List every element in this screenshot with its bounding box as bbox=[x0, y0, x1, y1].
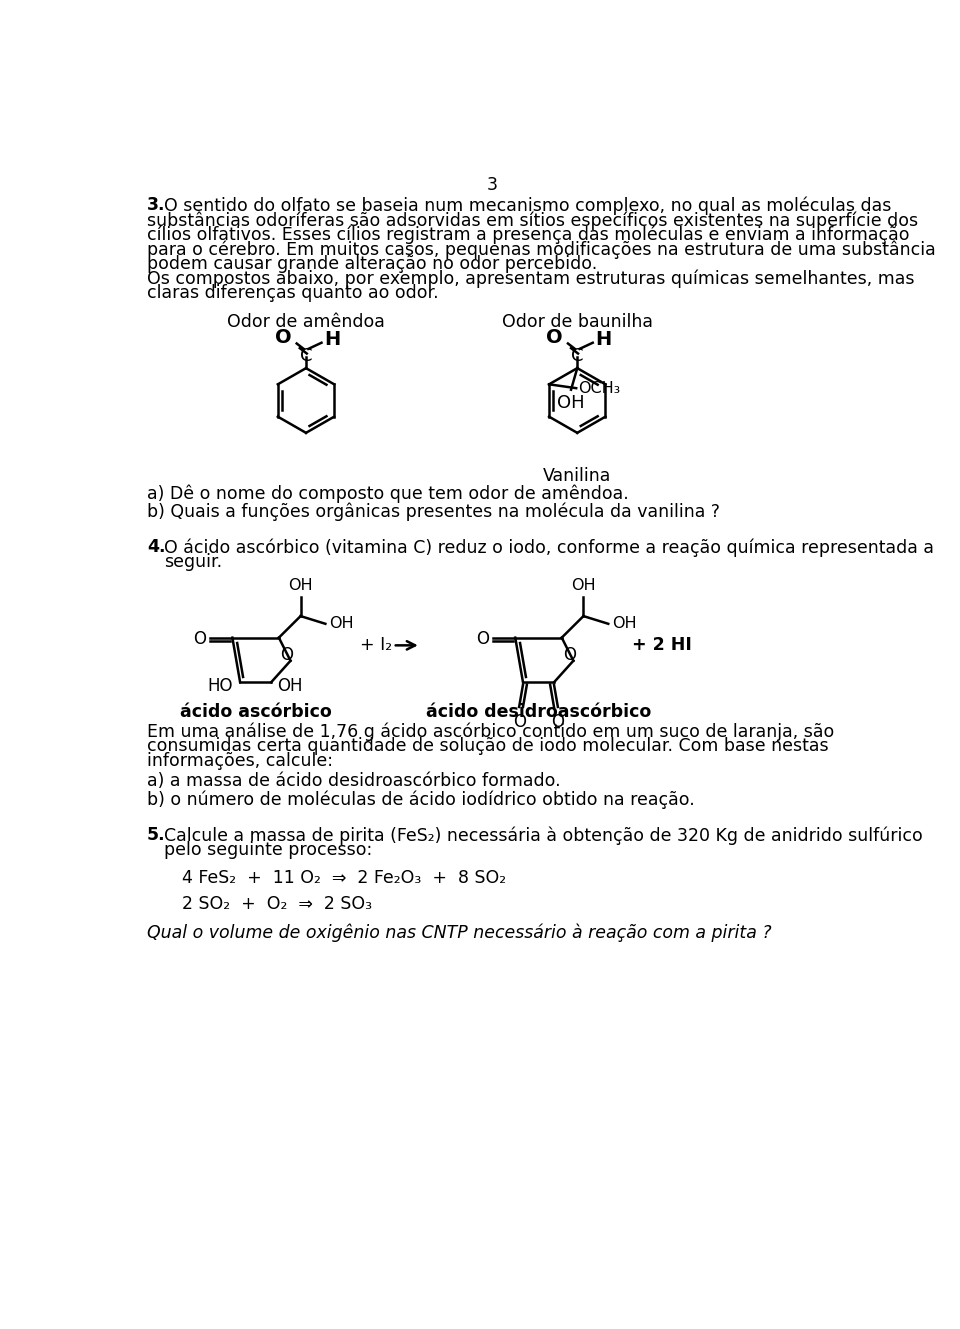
Text: OH: OH bbox=[277, 678, 302, 695]
Text: OH: OH bbox=[288, 578, 313, 593]
Text: cílios olfativos. Esses cílios registram a presença das moléculas e enviam a inf: cílios olfativos. Esses cílios registram… bbox=[147, 226, 910, 245]
Text: OH: OH bbox=[329, 617, 354, 631]
Text: OH: OH bbox=[557, 395, 585, 412]
Text: O: O bbox=[551, 714, 564, 731]
Text: Em uma análise de 1,76 g ácido ascórbico contido em um suco de laranja, são: Em uma análise de 1,76 g ácido ascórbico… bbox=[147, 723, 834, 740]
Text: Qual o volume de oxigênio nas CNTP necessário à reação com a pirita ?: Qual o volume de oxigênio nas CNTP neces… bbox=[147, 924, 772, 942]
Text: b) Quais a funções orgânicas presentes na molécula da vanilina ?: b) Quais a funções orgânicas presentes n… bbox=[147, 502, 720, 521]
Text: Os compostos abaixo, por exemplo, apresentam estruturas químicas semelhantes, ma: Os compostos abaixo, por exemplo, aprese… bbox=[147, 270, 915, 288]
Text: 4.: 4. bbox=[147, 538, 166, 557]
Text: podem causar grande alteração no odor percebido.: podem causar grande alteração no odor pe… bbox=[147, 255, 597, 272]
Text: O: O bbox=[193, 630, 206, 649]
Text: 5.: 5. bbox=[147, 827, 166, 844]
Text: O: O bbox=[546, 328, 564, 347]
Text: O: O bbox=[276, 328, 292, 347]
Text: C: C bbox=[571, 347, 584, 365]
Text: HO: HO bbox=[207, 678, 233, 695]
Text: substâncias odoríferas são adsorvidas em sítios específicos existentes na superf: substâncias odoríferas são adsorvidas em… bbox=[147, 211, 919, 230]
Text: O: O bbox=[280, 646, 293, 663]
Text: pelo seguinte processo:: pelo seguinte processo: bbox=[164, 841, 372, 859]
Text: Odor de amêndoa: Odor de amêndoa bbox=[228, 312, 385, 331]
Text: 3: 3 bbox=[487, 177, 497, 194]
Text: OH: OH bbox=[571, 578, 596, 593]
Text: 4 FeS₂  +  11 O₂  ⇒  2 Fe₂O₃  +  8 SO₂: 4 FeS₂ + 11 O₂ ⇒ 2 Fe₂O₃ + 8 SO₂ bbox=[182, 869, 506, 888]
Text: consumidas certa quantidade de solução de iodo molecular. Com base nestas: consumidas certa quantidade de solução d… bbox=[147, 738, 828, 755]
Text: + I₂: + I₂ bbox=[360, 637, 392, 654]
Text: claras diferenças quanto ao odor.: claras diferenças quanto ao odor. bbox=[147, 284, 439, 302]
Text: + 2 HI: + 2 HI bbox=[632, 637, 691, 654]
Text: O ácido ascórbico (vitamina C) reduz o iodo, conforme a reação química represent: O ácido ascórbico (vitamina C) reduz o i… bbox=[164, 538, 934, 557]
Text: OH: OH bbox=[612, 617, 636, 631]
Text: Calcule a massa de pirita (FeS₂) necessária à obtenção de 320 Kg de anidrido sul: Calcule a massa de pirita (FeS₂) necessá… bbox=[164, 827, 923, 845]
Text: a) a massa de ácido desidroascórbico formado.: a) a massa de ácido desidroascórbico for… bbox=[147, 772, 561, 791]
Text: 2 SO₂  +  O₂  ⇒  2 SO₃: 2 SO₂ + O₂ ⇒ 2 SO₃ bbox=[182, 894, 372, 913]
Text: Odor de baunilha: Odor de baunilha bbox=[502, 312, 653, 331]
Text: H: H bbox=[324, 330, 341, 350]
Text: seguir.: seguir. bbox=[164, 553, 223, 571]
Text: O: O bbox=[476, 630, 490, 649]
Text: informações, calcule:: informações, calcule: bbox=[147, 752, 333, 769]
Text: H: H bbox=[595, 330, 612, 350]
Text: C: C bbox=[300, 347, 312, 365]
Text: para o cérebro. Em muitos casos, pequenas modificações na estrutura de uma subst: para o cérebro. Em muitos casos, pequena… bbox=[147, 241, 936, 259]
Text: O: O bbox=[513, 714, 526, 731]
Text: a) Dê o nome do composto que tem odor de amêndoa.: a) Dê o nome do composto que tem odor de… bbox=[147, 484, 629, 502]
Text: b) o número de moléculas de ácido iodídrico obtido na reação.: b) o número de moléculas de ácido iodídr… bbox=[147, 791, 695, 808]
Text: Vanilina: Vanilina bbox=[543, 468, 612, 485]
Text: O sentido do olfato se baseia num mecanismo complexo, no qual as moléculas das: O sentido do olfato se baseia num mecani… bbox=[164, 197, 892, 215]
Text: ácido ascórbico: ácido ascórbico bbox=[180, 703, 331, 722]
Text: 3.: 3. bbox=[147, 197, 166, 214]
Text: OCH₃: OCH₃ bbox=[579, 380, 621, 396]
Text: O: O bbox=[563, 646, 576, 663]
Text: ácido desidroascórbico: ácido desidroascórbico bbox=[426, 703, 651, 722]
